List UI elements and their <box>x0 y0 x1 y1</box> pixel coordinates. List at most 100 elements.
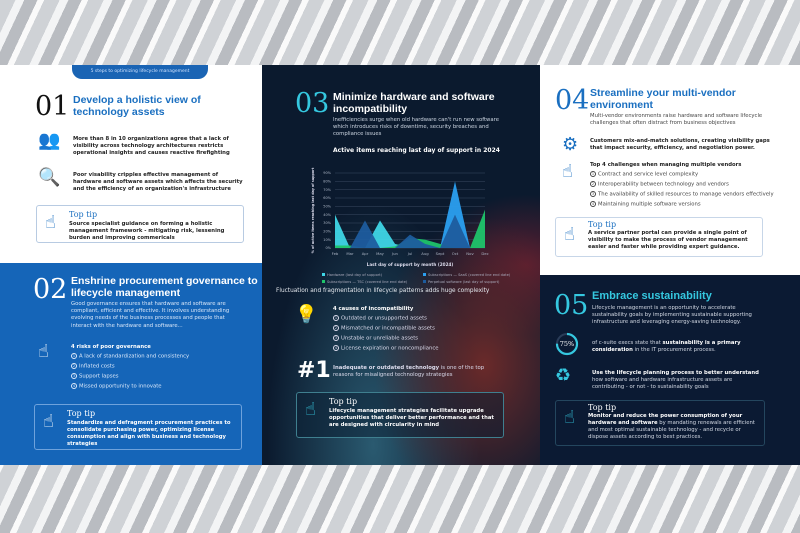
area-chart: 0% 10% 20% 30% 40% 50% 60% 70% 80% 90% Feb Mar Apr Ma… <box>311 167 489 267</box>
y-tick-label: 10% <box>323 238 331 242</box>
lifecycle-text: Use the lifecycle planning process to be… <box>592 370 759 391</box>
list-title: 4 risks of poor governance <box>71 344 151 350</box>
section-03: 03 Minimize hardware and software incomp… <box>262 65 540 465</box>
section-04: 04 Streamline your multi-vendor environm… <box>540 65 800 275</box>
gear-cycle-icon: ⚙ <box>562 134 579 155</box>
x-tick-label: Mar <box>346 251 354 256</box>
section-header: Minimize hardware and software incompati… <box>333 91 523 139</box>
legend-item: Perpetual software (last day of support) <box>423 279 522 285</box>
section-title: Embrace sustainability <box>592 290 712 302</box>
top-tip-title: Top tip <box>329 397 358 406</box>
y-tick-label: 0% <box>325 246 331 250</box>
list-item: 1 Outdated or unsupported assets <box>333 315 427 322</box>
top-tip: ☝ Top tip Lifecycle management strategie… <box>296 392 504 438</box>
y-tick-label: 70% <box>323 188 331 192</box>
legend-swatch <box>322 273 325 276</box>
stat-text: More than 8 in 10 organizations agree th… <box>73 136 230 157</box>
challenges-list: 1 Contract and service level complexity 2… <box>590 171 774 212</box>
y-tick-label: 30% <box>323 221 331 225</box>
top-tip-text: Lifecycle management strategies facilita… <box>329 408 494 429</box>
y-tick-label: 80% <box>323 180 331 184</box>
chart-caption: Fluctuation and fragmentation in lifecyc… <box>276 288 490 294</box>
chart-legend: Hardware (last day of support) Subscripti… <box>322 273 522 285</box>
section-intro: Inefficiencies surge when old hardware c… <box>333 117 499 138</box>
touch-icon: ☝ <box>38 341 49 362</box>
list-item: 2 Interoperability between technology and… <box>590 181 729 188</box>
x-tick-label: May <box>376 251 385 256</box>
x-tick-label: Apr <box>362 251 369 256</box>
legend-item: Hardware (last day of support) <box>322 273 421 278</box>
x-tick-label: Nov <box>466 251 474 256</box>
top-tip-title: Top tip <box>69 210 98 219</box>
hand-pointer-icon: ☝ <box>43 411 54 432</box>
x-tick-label: Dec <box>481 251 488 256</box>
hand-pointer-icon: ☝ <box>45 212 56 233</box>
list-item: 2 Mismatched or incompatible assets <box>333 325 435 332</box>
y-tick-label: 60% <box>323 196 331 200</box>
stat-text: of c-suite execs state that sustainabili… <box>592 340 741 354</box>
x-tick-label: Jun <box>391 251 399 256</box>
stat-percent: 75% <box>559 340 575 348</box>
section-title: Enshrine procurement governance to lifec… <box>71 275 258 300</box>
top-tip: ☝ Top tip Standardize and defragment pro… <box>34 404 242 450</box>
legend-item: Subscriptions — SaaS (covered line end d… <box>423 273 522 278</box>
legend-label: Hardware (last day of support) <box>327 273 383 277</box>
section-number: 04 <box>555 85 590 116</box>
y-tick-label: 90% <box>323 171 331 175</box>
list-item: 4 Maintaining multiple software versions <box>590 201 701 208</box>
visibility-text: Poor visability cripples effective manag… <box>73 172 243 193</box>
y-tick-label: 50% <box>323 205 331 209</box>
person-lightbulb-icon: 💡 <box>295 304 318 325</box>
list-item: 3 Unstable or unreliable assets <box>333 335 419 342</box>
section-05: 05 Embrace sustainability Lifecycle mana… <box>540 275 800 465</box>
list-title: Top 4 challenges when managing multiple … <box>590 162 742 168</box>
section-number: 05 <box>554 290 589 321</box>
x-tick-label: Feb <box>332 251 339 256</box>
section-intro: Lifecycle management is an opportunity t… <box>592 304 752 325</box>
banner: 5 steps to optimizing lifecycle manageme… <box>72 65 208 79</box>
section-intro: Good governance ensures that hardware an… <box>71 301 230 329</box>
x-axis-label: Last day of support by month (2024) <box>367 262 454 267</box>
touch-icon: ☝ <box>562 161 573 182</box>
section-01: 5 steps to optimizing lifecycle manageme… <box>0 65 262 263</box>
top-tip-title: Top tip <box>67 409 96 418</box>
top-tip: ☝ Top tip Source specialist guidance on … <box>36 205 244 243</box>
x-tick-label: Oct <box>452 251 459 256</box>
area-series <box>335 181 485 248</box>
y-axis-label: % of active items reaching last day of s… <box>311 167 315 253</box>
chart-title: Active items reaching last day of suppor… <box>333 147 500 154</box>
section-intro: Multi-vendor environments raise hardware… <box>590 113 763 127</box>
top-tip-text: A service partner portal can provide a s… <box>588 230 748 251</box>
top-tip-text: Source specialist guidance on forming a … <box>69 221 225 242</box>
stat-number: #1 <box>297 358 331 383</box>
people-icon: 👥 <box>38 130 61 151</box>
legend-swatch <box>423 273 426 276</box>
x-tick-label: Aug <box>421 251 429 256</box>
y-tick-label: 40% <box>323 213 331 217</box>
legend-label: Subscriptions — TSC (covered line end da… <box>327 279 408 284</box>
list-item: 3 Support lapses <box>71 373 119 380</box>
section-number: 01 <box>35 91 70 122</box>
top-tip-title: Top tip <box>588 403 617 412</box>
section-number: 03 <box>295 88 330 119</box>
magnifier-chart-icon: 🔍 <box>38 167 61 188</box>
hand-pointer-icon: ☝ <box>305 399 316 420</box>
legend-label: Subscriptions — SaaS (covered line end d… <box>428 273 511 277</box>
section-header: Enshrine procurement governance to lifec… <box>71 275 259 330</box>
section-header: Streamline your multi-vendor environment… <box>590 87 790 127</box>
top-tip: ☝ Top tip Monitor and reduce the power c… <box>555 400 765 446</box>
legend-swatch <box>423 279 426 283</box>
top-tip-text: Monitor and reduce the power consumption… <box>588 413 755 441</box>
stat-text: Inadequate or outdated technology is one… <box>333 365 485 379</box>
hand-pointer-icon: ☝ <box>564 224 575 245</box>
section-title: Minimize hardware and software incompati… <box>333 91 495 116</box>
x-tick-label: Jul <box>407 251 413 256</box>
section-number: 02 <box>33 274 68 305</box>
top-tip: ☝ Top tip A service partner portal can p… <box>555 217 763 257</box>
list-item: 3 The availability of skilled resources t… <box>590 191 774 198</box>
top-tip-title: Top tip <box>588 220 617 229</box>
legend-label: Perpetual software (last day of support) <box>428 279 500 284</box>
list-title: 4 causes of incompatibility <box>333 306 414 312</box>
